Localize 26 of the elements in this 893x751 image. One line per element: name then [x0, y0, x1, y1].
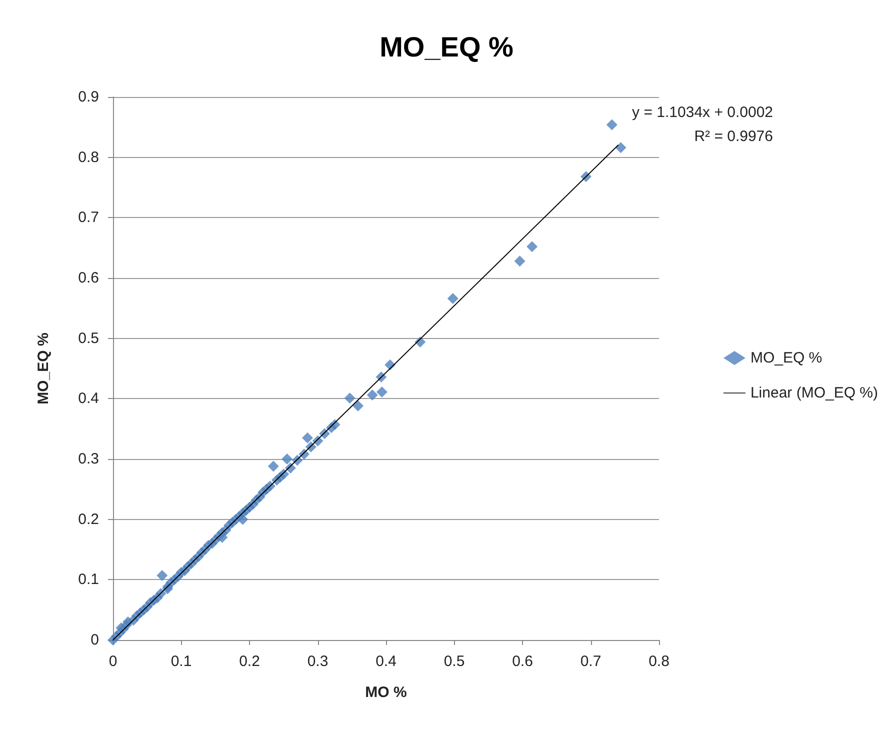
- y-tick-label: 0.7: [78, 209, 99, 226]
- y-tick-label: 0.9: [78, 88, 99, 106]
- y-tick-label: 0.3: [78, 450, 99, 468]
- y-tick-label: 0.4: [78, 390, 99, 408]
- x-tick-label: 0.4: [376, 653, 396, 670]
- y-axis-title: MO_EQ %: [35, 332, 52, 404]
- x-tick-label: 0.8: [648, 653, 670, 670]
- x-tick-label: 0.1: [170, 653, 192, 670]
- x-tick-label: 0.3: [307, 653, 328, 670]
- y-tick-label: 0.8: [78, 148, 99, 166]
- x-tick-label: 0.6: [512, 653, 533, 670]
- x-tick-label: 0: [108, 653, 118, 670]
- x-tick-label: 0.5: [444, 653, 465, 670]
- text: R² = 0.9976: [694, 128, 774, 145]
- y-tick-label: 0.5: [78, 330, 99, 347]
- legend-label: MO_EQ %: [750, 350, 822, 366]
- legend-label: Linear (MO_EQ %): [750, 384, 878, 402]
- x-axis-title: MO %: [365, 684, 407, 701]
- x-tick-label: 0.2: [239, 653, 260, 670]
- x-tick-label: 0.7: [580, 653, 602, 670]
- annotation: y = 1.1034x + 0.0002: [632, 104, 774, 121]
- y-tick-label: 0.6: [78, 270, 99, 286]
- chart-title: MO_EQ %: [380, 32, 514, 62]
- y-tick-label: 0.2: [78, 510, 99, 528]
- y-tick-label: 0.1: [78, 571, 99, 588]
- y-tick-label: 0: [90, 632, 99, 648]
